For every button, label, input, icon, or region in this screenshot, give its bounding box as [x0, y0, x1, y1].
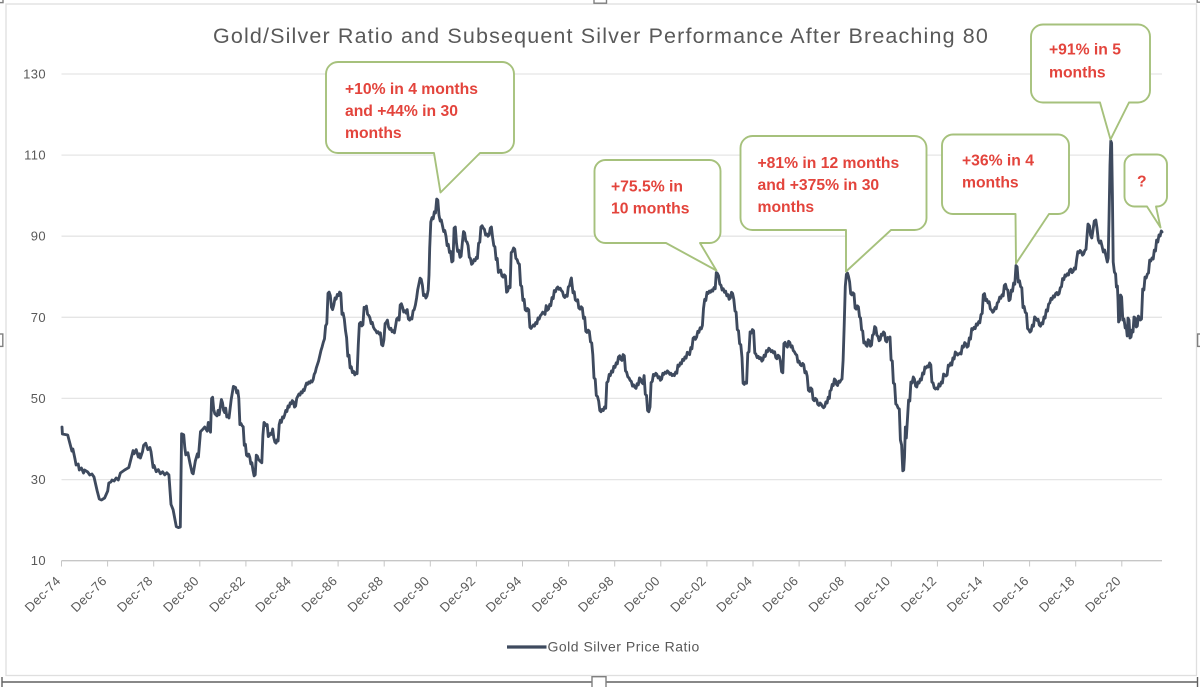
svg-text:10 months: 10 months: [611, 200, 690, 217]
svg-text:months: months: [758, 199, 815, 216]
svg-text:?: ?: [1137, 173, 1147, 190]
svg-text:and +375% in 30: and +375% in 30: [758, 177, 880, 194]
svg-text:Gold/Silver Ratio and Subseque: Gold/Silver Ratio and Subsequent Silver …: [213, 24, 989, 48]
svg-text:+75.5% in: +75.5% in: [611, 178, 683, 195]
svg-text:months: months: [962, 174, 1019, 191]
svg-text:Gold Silver Price Ratio: Gold Silver Price Ratio: [548, 639, 700, 655]
svg-text:and +44% in 30: and +44% in 30: [345, 103, 458, 120]
svg-text:50: 50: [31, 391, 46, 406]
svg-text:90: 90: [31, 229, 46, 244]
svg-text:130: 130: [23, 67, 46, 82]
svg-text:+36% in 4: +36% in 4: [962, 152, 1034, 169]
svg-text:30: 30: [31, 472, 46, 487]
svg-text:10: 10: [31, 553, 46, 568]
svg-text:months: months: [345, 125, 402, 142]
svg-text:+10% in 4 months: +10% in 4 months: [345, 81, 478, 98]
svg-text:+81% in 12 months: +81% in 12 months: [758, 155, 900, 172]
svg-text:months: months: [1049, 64, 1106, 81]
svg-text:+91% in 5: +91% in 5: [1049, 41, 1121, 58]
svg-text:70: 70: [31, 310, 46, 325]
svg-text:110: 110: [24, 148, 46, 163]
